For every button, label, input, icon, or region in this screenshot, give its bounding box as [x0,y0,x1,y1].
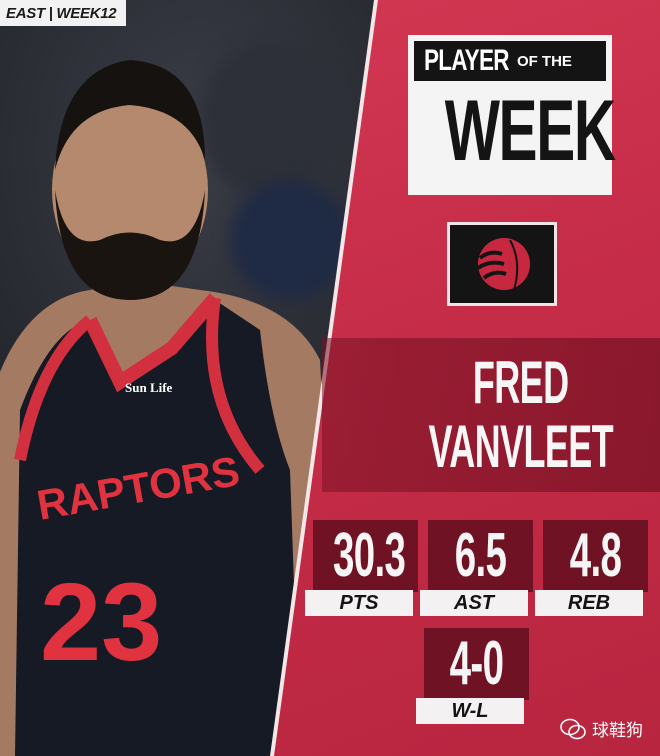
title-week: WEEK [444,83,616,179]
crowd-blur [230,180,350,300]
title-of-the: OF THE [516,52,572,70]
stat-wl: 4-0 W-L [416,628,529,726]
sponsor-text: Sun Life [125,380,173,395]
player-figure: RAPTORS 23 Sun Life [0,60,330,756]
player-name: FRED VANVLEET [322,338,660,492]
stat-value: 4-0 [449,629,504,698]
last-name: VANVLEET [428,413,614,480]
team-logo [447,222,557,306]
watermark-text: 球鞋狗 [592,721,643,740]
stat-reb: 4.8 REB [535,520,648,618]
raptors-basketball-claw-icon [476,238,530,291]
stat-value: 6.5 [454,521,507,590]
wechat-icon [560,718,586,739]
title-top: PLAYER OF THE [414,41,606,81]
conference-week-tag: EAST | WEEK12 [0,0,127,26]
jersey-number: 23 [40,561,162,684]
crowd-blur [200,40,340,200]
stat-value: 4.8 [569,521,622,590]
stat-label: REB [535,590,643,616]
player-of-the-week-title: PLAYER OF THE WEEK [408,35,616,195]
first-name: FRED [473,349,569,416]
stat-pts: 30.3 PTS [305,520,418,618]
title-player: PLAYER [424,44,509,77]
stat-label: PTS [305,590,413,616]
stat-value: 30.3 [332,521,406,590]
stat-label: AST [420,590,528,616]
watermark: 球鞋狗 [560,716,643,741]
stat-ast: 6.5 AST [420,520,533,618]
stat-label: W-L [416,698,524,724]
